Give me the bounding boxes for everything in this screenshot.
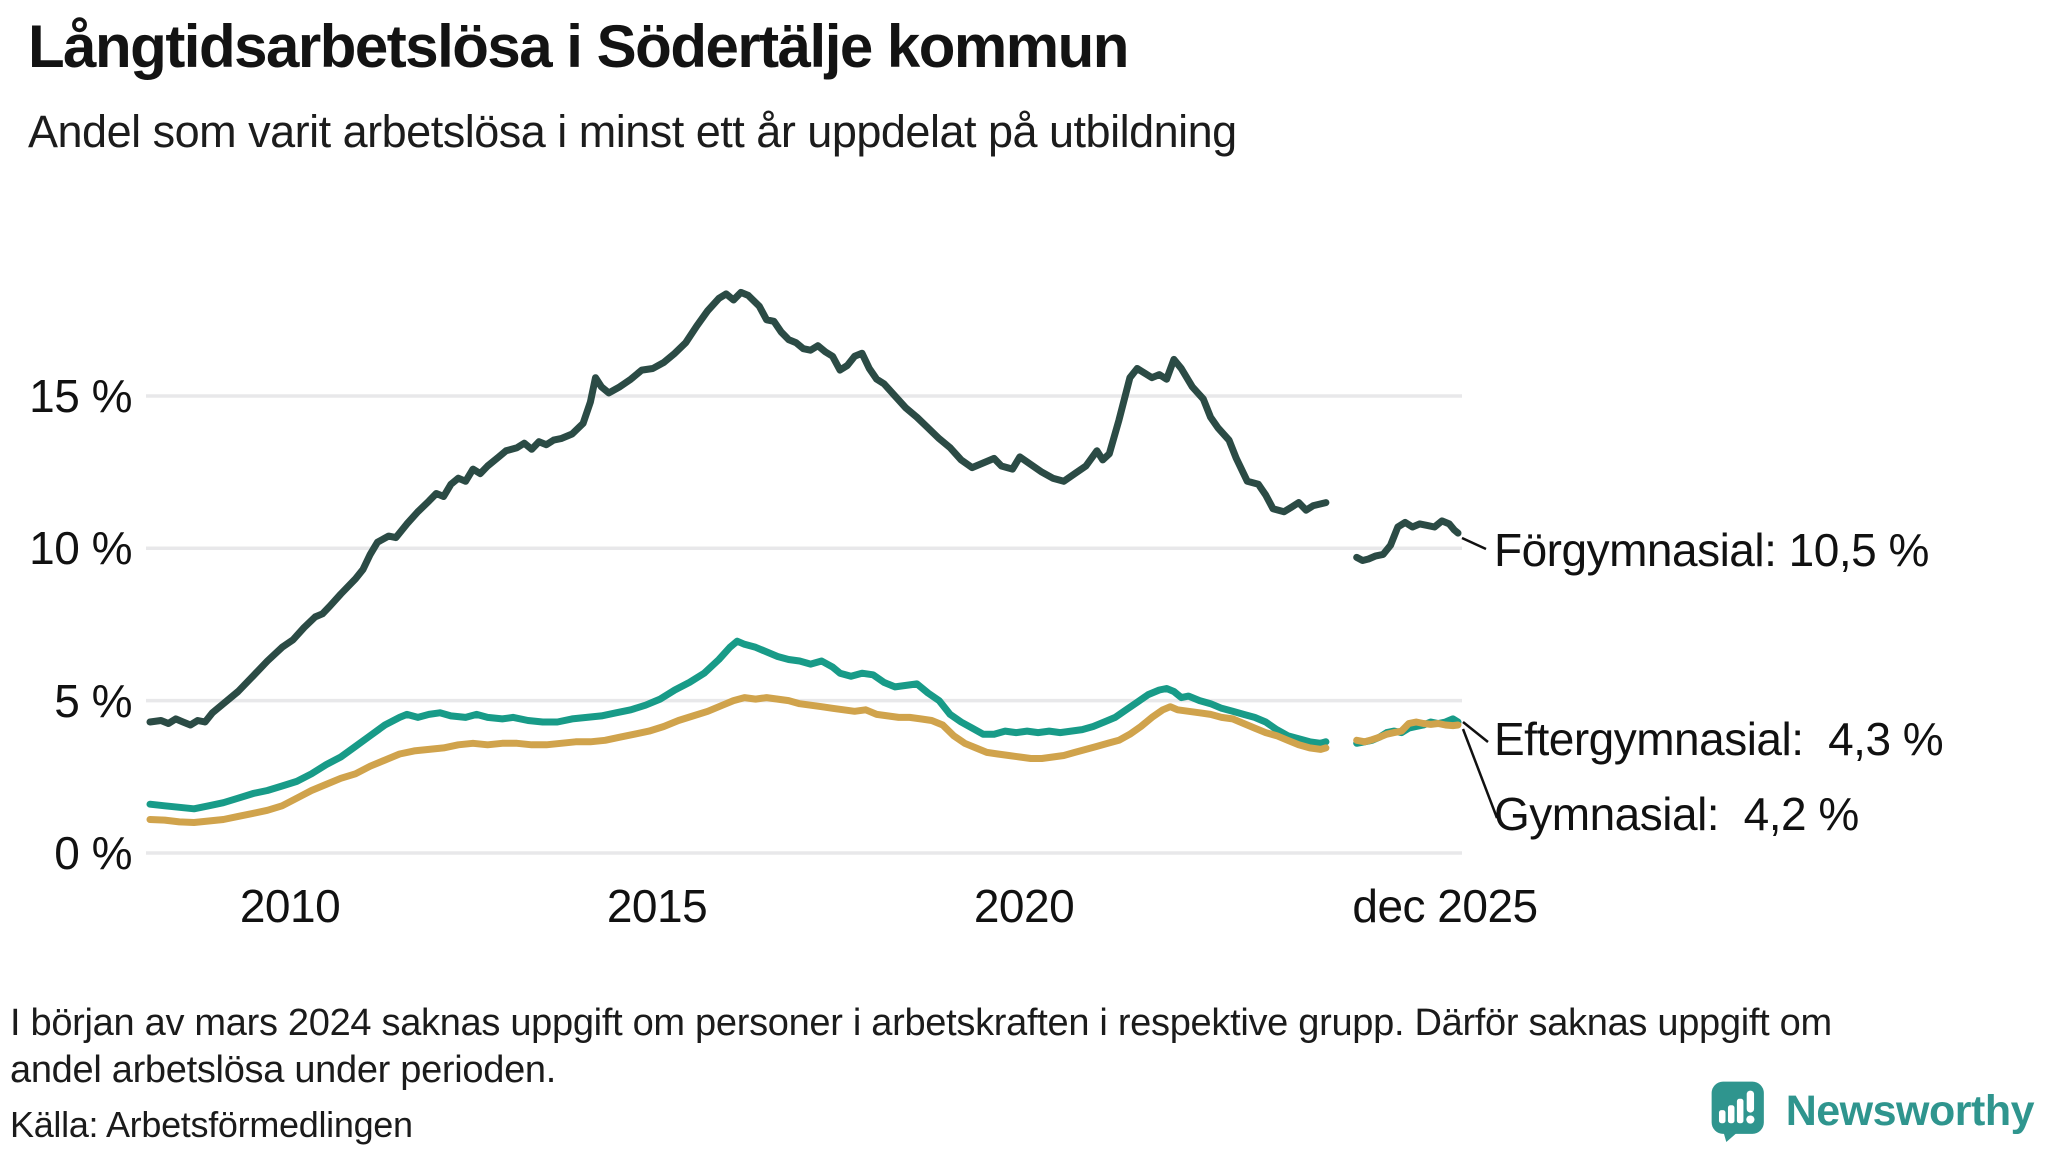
series-label-eftergymnasial: Eftergymnasial: 4,3 %	[1494, 713, 1943, 765]
newsworthy-logo-icon	[1711, 1081, 1764, 1142]
gridlines	[146, 394, 1462, 855]
y-tick-15: 15 %	[29, 370, 132, 422]
y-tick-5: 5 %	[54, 675, 132, 727]
series-label-gymnasial: Gymnasial: 4,2 %	[1494, 788, 1859, 840]
x-tick-2020: 2020	[974, 880, 1074, 932]
leader-line-forgymnasial	[1461, 536, 1487, 551]
y-tick-10: 10 %	[29, 522, 132, 574]
x-tick-2015: 2015	[607, 880, 707, 932]
leader-line-gymnasial	[1461, 728, 1499, 819]
x-tick-2010: 2010	[240, 880, 340, 932]
series-line-eftergymnasial-seg1	[146, 637, 1330, 813]
footnote-line-2: andel arbetslösa under perioden.	[10, 1049, 557, 1091]
y-tick-0: 0 %	[54, 827, 132, 879]
page-subtitle: Andel som varit arbetslösa i minst ett å…	[28, 106, 1237, 157]
leader-line-eftergymnasial	[1462, 721, 1489, 743]
source-note: Källa: Arbetsförmedlingen	[10, 1104, 413, 1145]
series-label-forgymnasial: Förgymnasial: 10,5 %	[1494, 524, 1929, 576]
series-line-forgymnasial-seg2	[1353, 517, 1462, 564]
series-lines	[146, 288, 1462, 826]
newsworthy-logo[interactable]: Newsworthy	[1710, 1080, 2035, 1142]
newsworthy-logo-text: Newsworthy	[1785, 1086, 2035, 1135]
series-line-gymnasial-seg1	[146, 694, 1330, 826]
chart-footnote: I början av mars 2024 saknas uppgift om …	[10, 1000, 1832, 1094]
series-line-gymnasial-seg2	[1353, 718, 1462, 746]
x-tick-dec-2025: dec 2025	[1352, 880, 1537, 932]
page-title: Långtidsarbetslösa i Södertälje kommun	[28, 13, 1129, 80]
series-line-forgymnasial-seg1	[146, 288, 1330, 729]
footnote-line-1: I början av mars 2024 saknas uppgift om …	[10, 1002, 1832, 1044]
